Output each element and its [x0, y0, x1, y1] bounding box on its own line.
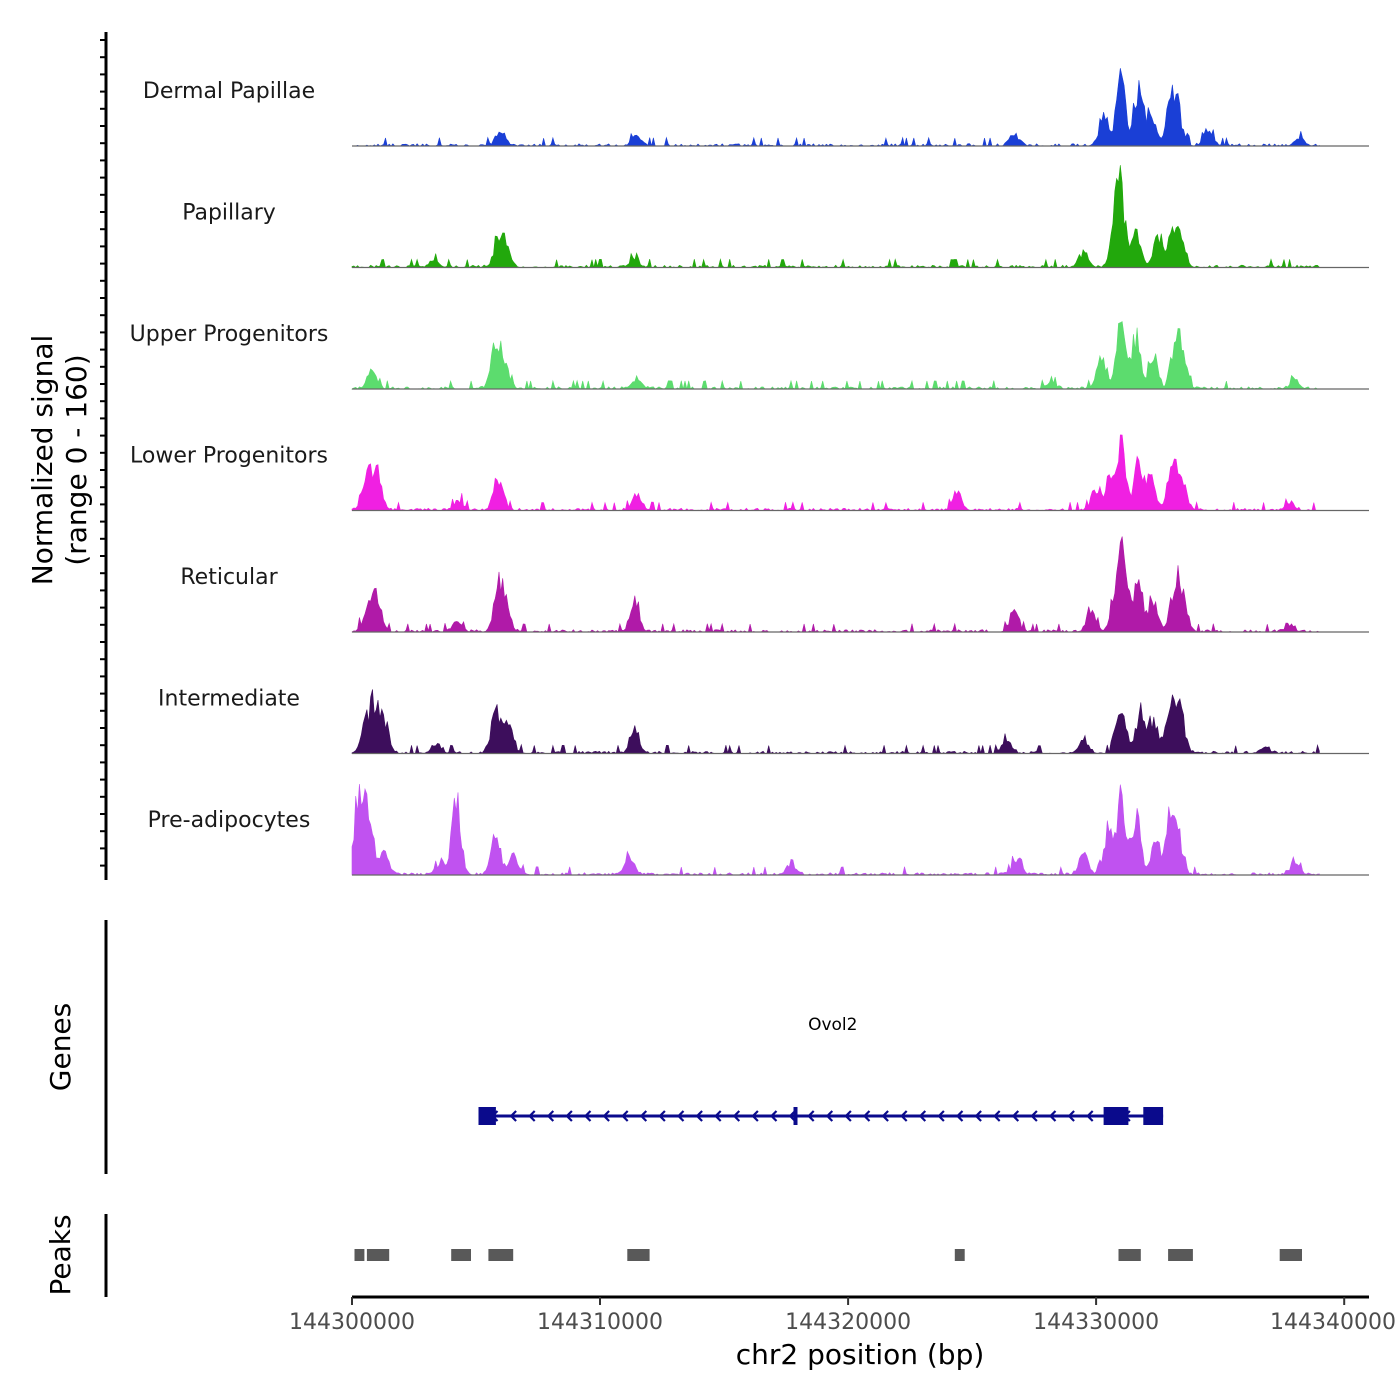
strand-arrow	[528, 1110, 536, 1122]
strand-arrow	[658, 1110, 666, 1122]
x-tick-label: 144330000	[1033, 1310, 1159, 1335]
x-tick-label: 144310000	[537, 1310, 663, 1335]
strand-arrow	[900, 1110, 908, 1122]
x-tick-label: 144300000	[289, 1310, 415, 1335]
genes-title-group: Genes	[44, 1003, 77, 1091]
strand-arrow	[862, 1110, 871, 1122]
gene-track: Ovol2	[478, 1015, 1164, 1125]
peak-region	[488, 1249, 514, 1261]
x-tick-label: 144320000	[785, 1310, 911, 1335]
signal-track: Dermal Papillae	[143, 68, 1369, 147]
track-label: Lower Progenitors	[130, 444, 328, 469]
strand-arrow	[732, 1110, 741, 1122]
strand-arrow	[974, 1110, 982, 1122]
x-axis-ticks: 144300000 144310000 144320000 144330000 1443…	[289, 1297, 1396, 1335]
strand-arrow	[695, 1110, 703, 1122]
signal-y-axis-range: (range 0 - 160)	[60, 354, 93, 565]
strand-arrow	[788, 1110, 796, 1122]
strand-arrow	[769, 1110, 778, 1122]
strand-arrow	[881, 1110, 889, 1122]
strand-arrow	[993, 1110, 1001, 1122]
track-label: Pre-adipocytes	[148, 808, 311, 833]
signal-area	[350, 321, 1320, 390]
strand-arrow	[639, 1110, 648, 1122]
peak-region	[1118, 1249, 1141, 1261]
signal-area	[351, 434, 1320, 512]
strand-arrow	[714, 1110, 722, 1122]
signal-area	[351, 165, 1320, 269]
exon	[1143, 1107, 1164, 1125]
track-label: Upper Progenitors	[130, 322, 329, 347]
strand-arrow	[1048, 1110, 1057, 1122]
peak-region	[1168, 1249, 1193, 1261]
strand-arrow	[621, 1110, 629, 1122]
signal-track: Upper Progenitors	[130, 321, 1369, 390]
x-tick-label: 144340000	[1270, 1310, 1396, 1335]
strand-arrow	[1030, 1110, 1038, 1122]
signal-tracks: Dermal Papillae Papillary Upper Progenitor…	[130, 68, 1369, 876]
strand-arrow	[918, 1110, 927, 1122]
strand-arrow	[546, 1110, 555, 1122]
signal-track: Lower Progenitors	[130, 434, 1369, 512]
signal-area	[351, 536, 1320, 633]
peaks-track-label: Peaks	[44, 1214, 77, 1295]
peak-region	[451, 1249, 471, 1261]
gene: Ovol2	[478, 1015, 1164, 1125]
peak-region	[1279, 1249, 1302, 1261]
strand-arrow	[1067, 1110, 1075, 1122]
peak-region	[366, 1249, 390, 1261]
x-axis-title: chr2 position (bp)	[736, 1338, 985, 1371]
strand-arrow	[1011, 1110, 1020, 1122]
strand-arrow	[937, 1110, 945, 1122]
exon	[1103, 1107, 1129, 1125]
gene-name-label: Ovol2	[808, 1015, 857, 1035]
strand-arrow	[825, 1110, 834, 1122]
strand-arrow	[955, 1110, 964, 1122]
signal-area	[351, 783, 1320, 876]
signal-y-axis-title: Normalized signal (range 0 - 160)	[26, 335, 93, 586]
genes-track-label: Genes	[44, 1003, 77, 1091]
track-label: Intermediate	[158, 687, 300, 712]
track-label: Dermal Papillae	[143, 79, 315, 104]
signal-y-axis-label: Normalized signal	[26, 335, 59, 586]
exon	[793, 1107, 798, 1125]
peak-region	[354, 1249, 365, 1261]
strand-arrow	[602, 1110, 610, 1122]
strand-arrow	[565, 1110, 573, 1122]
exon	[478, 1107, 496, 1125]
strand-arrow	[844, 1110, 852, 1122]
strand-arrow	[751, 1110, 759, 1122]
signal-track: Reticular	[180, 536, 1369, 633]
signal-area	[351, 689, 1320, 755]
signal-y-axis-ticks	[100, 39, 106, 867]
peaks-title-group: Peaks	[44, 1214, 77, 1295]
track-label: Papillary	[182, 201, 276, 226]
strand-arrow	[583, 1110, 592, 1122]
peak-region	[627, 1249, 650, 1261]
signal-track: Papillary	[182, 165, 1369, 269]
track-label: Reticular	[180, 565, 278, 590]
signal-track: Pre-adipocytes	[148, 783, 1369, 876]
strand-arrow	[509, 1110, 517, 1122]
signal-area	[352, 68, 1320, 147]
strand-arrow	[807, 1110, 815, 1122]
peak-track	[354, 1249, 1302, 1261]
strand-arrow	[676, 1110, 685, 1122]
strand-arrow	[1086, 1110, 1094, 1122]
peak-region	[954, 1249, 965, 1261]
signal-track: Intermediate	[158, 687, 1369, 755]
